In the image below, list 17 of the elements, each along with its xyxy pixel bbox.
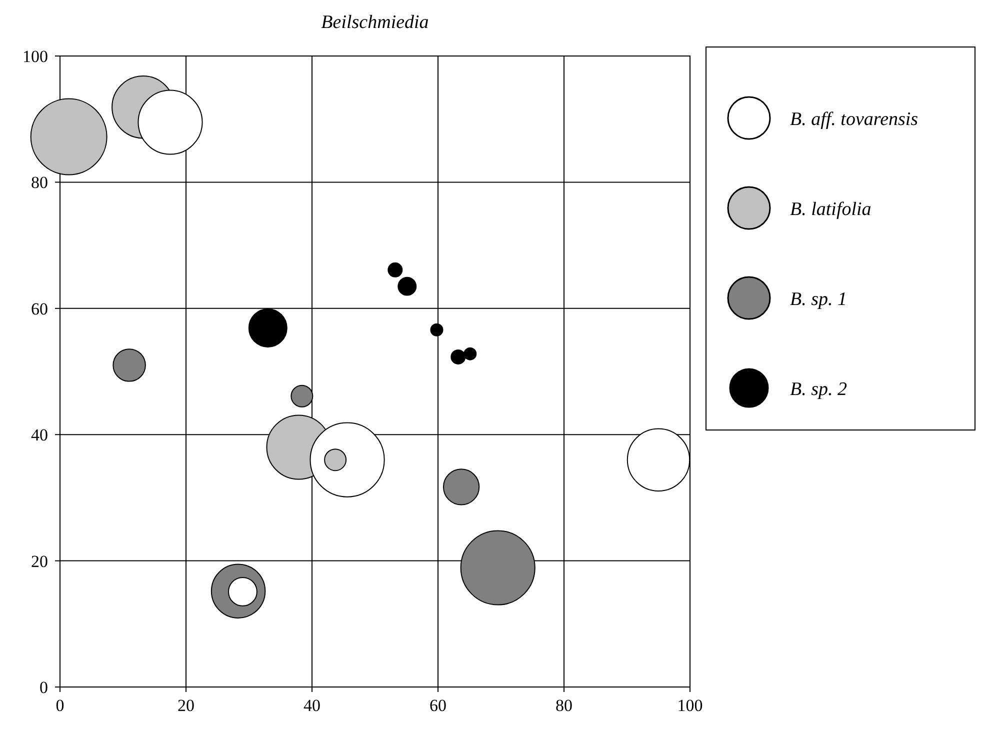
legend-label: B. sp. 1	[790, 289, 847, 310]
y-tick-label: 100	[22, 47, 48, 66]
y-tick-label: 40	[31, 426, 48, 445]
legend-label: B. latifolia	[790, 199, 872, 220]
y-tick-label: 0	[40, 678, 48, 697]
y-tick-label: 20	[31, 552, 48, 571]
legend-label: B. aff. tovarensis	[790, 109, 918, 130]
x-tick-label: 60	[430, 696, 446, 715]
x-tick-label: 80	[556, 696, 572, 715]
y-tick-label: 60	[31, 299, 48, 318]
x-tick-label: 20	[178, 696, 194, 715]
y-tick-label: 80	[31, 173, 48, 192]
x-tick-label: 100	[677, 696, 703, 715]
x-tick-label: 40	[304, 696, 320, 715]
chart-title: Beilschmiedia	[321, 12, 429, 33]
legend-label: B. sp. 2	[790, 379, 848, 400]
x-tick-label: 0	[56, 696, 64, 715]
